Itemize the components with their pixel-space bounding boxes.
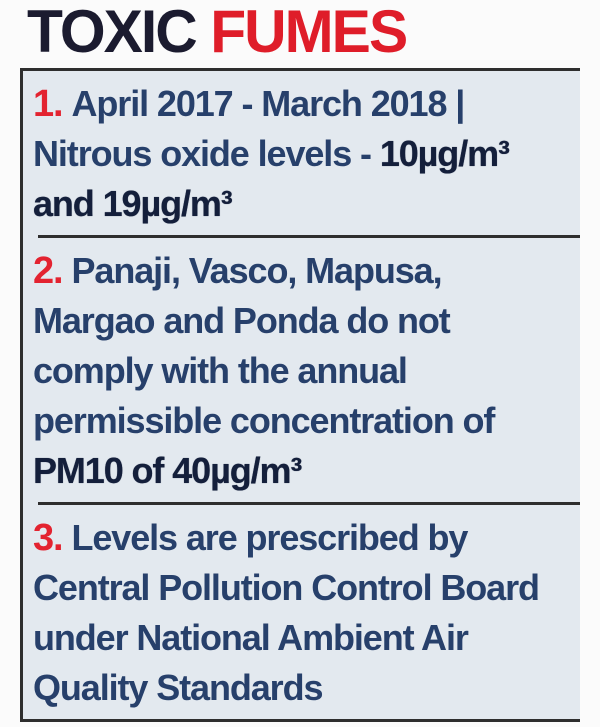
fact-text-segment: Levels are prescribed by bbox=[71, 517, 469, 558]
fact-text-segment: comply with the annual bbox=[33, 350, 408, 391]
fact-text-segment: permissible concentration of bbox=[33, 400, 495, 441]
fact-line: 3. Levels are prescribed by bbox=[33, 513, 576, 563]
fact-line: PM10 of 40µg/m³ bbox=[33, 446, 576, 496]
fact-text-segment: under National Ambient Air bbox=[33, 617, 469, 658]
headline-toxic-text: TOXIC bbox=[27, 0, 198, 65]
fact-line: permissible concentration of bbox=[33, 396, 576, 446]
fact-text-segment: Margao and Ponda do not bbox=[33, 300, 451, 341]
fact-text-segment: Quality Standards bbox=[33, 667, 323, 708]
fact-text-segment: PM10 of 40µg/m³ bbox=[33, 450, 302, 491]
fact-text-segment: and 19µg/m³ bbox=[33, 183, 233, 224]
item-number: 3. bbox=[33, 517, 64, 559]
fact-text-segment: Central Pollution Control Board bbox=[33, 567, 540, 608]
fact-line: Nitrous oxide levels - 10µg/m³ bbox=[33, 129, 576, 179]
section-divider bbox=[38, 502, 580, 505]
fact-line: Quality Standards bbox=[33, 663, 576, 713]
section-divider bbox=[38, 235, 580, 238]
item-number: 2. bbox=[33, 250, 64, 292]
fact-line: Margao and Ponda do not bbox=[33, 296, 576, 346]
fact-text-segment: Nitrous oxide levels - bbox=[33, 133, 380, 174]
fact-text-segment: April 2017 - March 2018 | bbox=[71, 83, 466, 124]
headline-fumes-text: FUMES bbox=[195, 0, 408, 65]
item-number: 1. bbox=[33, 83, 64, 125]
fact-box: 1. April 2017 - March 2018 | Nitrous oxid… bbox=[20, 68, 580, 722]
fact-line: and 19µg/m³ bbox=[33, 179, 576, 229]
fact-text-segment: Panaji, Vasco, Mapusa, bbox=[71, 250, 443, 291]
fact-line: 1. April 2017 - March 2018 | bbox=[33, 79, 576, 129]
fact-item-1: 1. April 2017 - March 2018 | Nitrous oxid… bbox=[23, 71, 580, 235]
fact-line: 2. Panaji, Vasco, Mapusa, bbox=[33, 246, 576, 296]
fact-item-2: 2. Panaji, Vasco, Mapusa, Margao and Pond… bbox=[23, 238, 580, 502]
fact-text-segment: 10µg/m³ bbox=[379, 133, 510, 174]
fact-line: under National Ambient Air bbox=[33, 613, 576, 663]
fact-line: Central Pollution Control Board bbox=[33, 563, 576, 613]
headline: TOXIC FUMES bbox=[27, 0, 589, 64]
fact-item-3: 3. Levels are prescribed by Central Pollu… bbox=[23, 505, 580, 719]
fact-line: comply with the annual bbox=[33, 346, 576, 396]
